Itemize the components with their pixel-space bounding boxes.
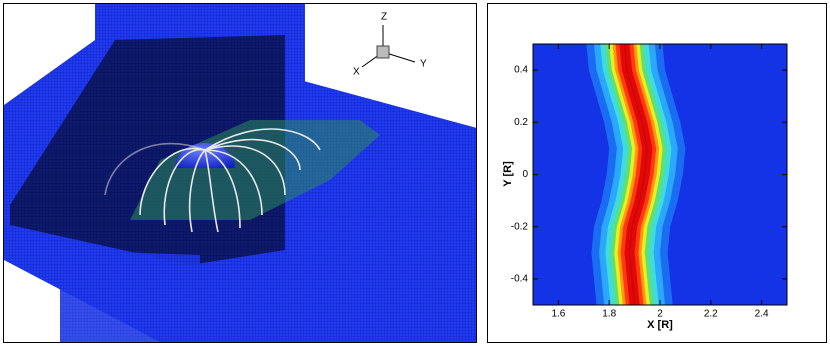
y-axis-label: Y [R] [502,161,514,187]
x-tick-label: 2.2 [704,309,718,320]
y-tick-label: 0.2 [514,117,528,128]
x-tick-label: 2.4 [755,309,769,320]
y-tick-label: -0.4 [511,274,529,285]
y-tick-label: -0.2 [511,221,529,232]
plot-area [533,44,787,305]
x-axis-label: X [R] [647,319,673,331]
triad-label: X [353,67,360,78]
x-tick-label: 1.8 [602,309,616,320]
field-lines [104,128,321,233]
triad-label: Y [420,59,427,70]
x-tick-label: 1.6 [551,309,565,320]
contour-band [619,44,653,305]
scene: Z Y X [4,4,476,342]
triad-label: Z [381,12,387,23]
y-tick-label: 0.4 [514,65,528,76]
x-tick-label: 2 [657,309,663,320]
contour-plot: 1.6 1.8 2 2.2 2.4 -0.4 -0.2 0 0.2 0.4 [511,43,788,320]
lower-plate [60,250,200,342]
axis-triad: Z Y X [353,12,427,78]
ridge-line [624,44,648,305]
contour-band [615,44,657,305]
y-tick-label: 0 [522,169,528,180]
